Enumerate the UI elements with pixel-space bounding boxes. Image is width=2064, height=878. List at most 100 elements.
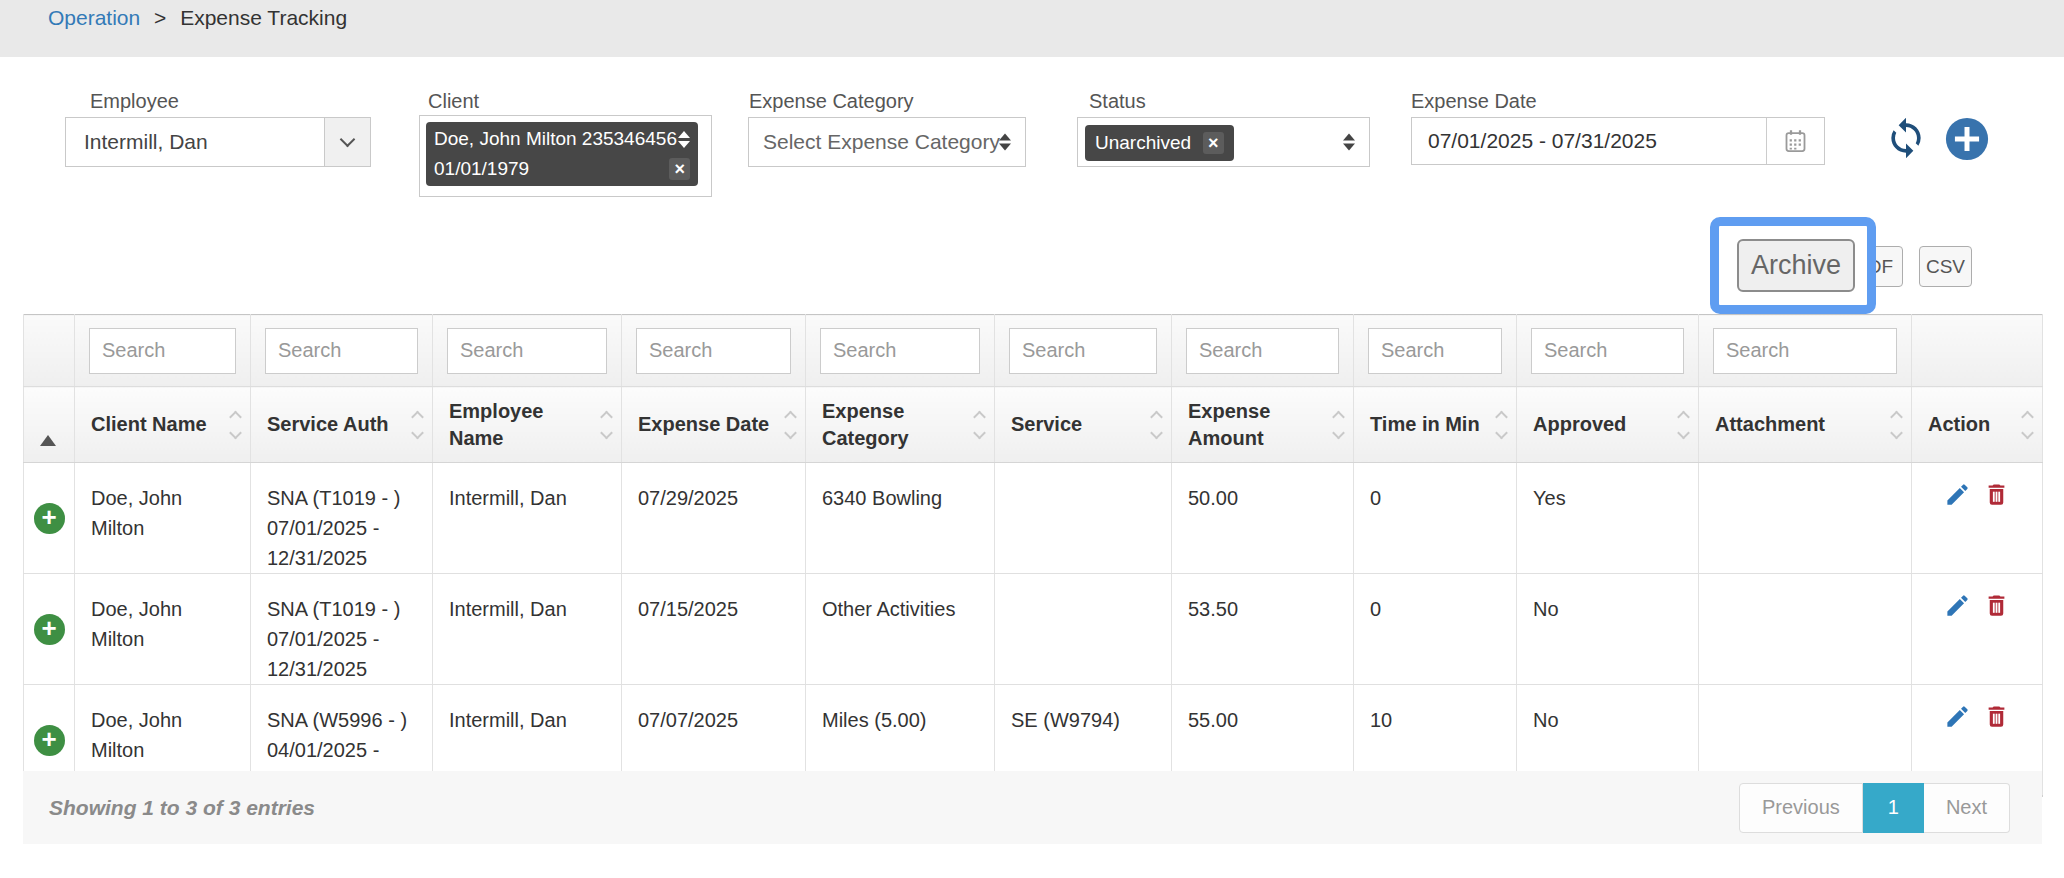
delete-button[interactable] [1983,592,2010,619]
search-input[interactable] [1009,328,1157,374]
sort-icon [1497,412,1506,437]
cell-expense-amount: 50.00 [1172,463,1354,574]
cell-service-auth: SNA (T1019 - ) 07/01/2025 - 12/31/2025 [251,463,433,574]
cell-client-name: Doe, John Milton [75,574,251,685]
cell-service [995,463,1172,574]
cell-service-auth: SNA (T1019 - ) 07/01/2025 - 12/31/2025 [251,574,433,685]
spinner-icon [1343,134,1355,151]
column-header[interactable]: Expense Category [806,387,995,463]
breadcrumb: Operation > Expense Tracking [48,6,347,30]
sort-ascending-icon [40,413,56,446]
cell-employee-name: Intermill, Dan [433,463,622,574]
entries-summary: Showing 1 to 3 of 3 entries [49,796,315,820]
calendar-icon [1782,128,1809,155]
delete-button[interactable] [1983,703,2010,730]
status-selected-tag: Unarchived × [1085,125,1234,161]
archive-button[interactable]: Archive [1737,239,1855,292]
remove-icon[interactable]: × [1203,132,1224,154]
search-input[interactable] [820,328,980,374]
breadcrumb-current: Expense Tracking [180,6,347,29]
search-input[interactable] [1368,328,1502,374]
sort-icon [602,412,611,437]
search-input[interactable] [89,328,236,374]
cell-approved: No [1517,574,1699,685]
column-header[interactable]: Employee Name [433,387,622,463]
calendar-addon[interactable] [1766,118,1824,164]
cell-expense-category: Other Activities [806,574,995,685]
cell-expense-category: 6340 Bowling [806,463,995,574]
column-header[interactable]: Service Auth [251,387,433,463]
employee-label: Employee [90,90,179,113]
cell-employee-name: Intermill, Dan [433,574,622,685]
sort-icon [1679,412,1688,437]
chevron-down-icon [340,132,356,148]
pagination: Previous 1 Next [1739,783,2010,833]
expense-category-select[interactable]: Select Expense Category [748,117,1026,167]
status-tag-text: Unarchived [1095,132,1191,154]
cell-expense-date: 07/29/2025 [622,463,806,574]
employee-select-addon[interactable] [324,118,370,166]
search-input[interactable] [1713,328,1897,374]
delete-button[interactable] [1983,481,2010,508]
pagination-previous[interactable]: Previous [1739,783,1863,833]
plus-circle-icon [1944,116,1990,162]
column-header[interactable]: Client Name [75,387,251,463]
sort-icon [2023,412,2032,437]
edit-button[interactable] [1944,481,1971,508]
search-input[interactable] [447,328,607,374]
table-footer: Showing 1 to 3 of 3 entries Previous 1 N… [23,771,2042,844]
column-header[interactable]: Service [995,387,1172,463]
table-row: + Doe, John Milton SNA (T1019 - ) 07/01/… [24,574,2043,685]
client-tag-line2: 01/01/1979 [434,158,529,180]
sort-icon [1334,412,1343,437]
spinner-icon [999,134,1011,151]
cell-approved: Yes [1517,463,1699,574]
cell-action [1912,574,2043,685]
column-header[interactable]: Expense Date [622,387,806,463]
client-multiselect[interactable]: Doe, John Milton 235346456 01/01/1979 × [419,115,712,197]
cell-client-name: Doe, John Milton [75,463,251,574]
cell-expense-date: 07/15/2025 [622,574,806,685]
breadcrumb-link-operation[interactable]: Operation [48,6,140,29]
expand-row-button[interactable]: + [34,725,65,756]
expense-category-label: Expense Category [749,90,914,113]
column-header[interactable]: Approved [1517,387,1699,463]
search-input[interactable] [265,328,418,374]
expense-date-input[interactable]: 07/01/2025 - 07/31/2025 [1411,117,1825,165]
column-header[interactable]: Expense Amount [1172,387,1354,463]
employee-select-value: Intermill, Dan [84,118,208,166]
cell-time-in-min: 0 [1354,463,1517,574]
client-label: Client [428,90,479,113]
edit-button[interactable] [1944,703,1971,730]
remove-icon[interactable]: × [669,158,690,180]
sort-icon [413,412,422,437]
sort-icon [1892,412,1901,437]
expense-date-label: Expense Date [1411,90,1537,113]
column-header-expander[interactable] [24,387,75,463]
expand-row-button[interactable]: + [34,503,65,534]
status-multiselect[interactable]: Unarchived × [1077,117,1370,167]
pagination-page-1[interactable]: 1 [1863,783,1924,833]
search-row [24,315,2043,387]
column-header[interactable]: Action [1912,387,2043,463]
refresh-button[interactable] [1884,116,1928,164]
expand-row-button[interactable]: + [34,614,65,645]
sort-icon [786,412,795,437]
search-input[interactable] [1531,328,1684,374]
expense-table: Client Name Service Auth Employee Name E… [23,314,2043,797]
cell-attachment [1699,574,1912,685]
refresh-icon [1884,116,1928,160]
search-input[interactable] [1186,328,1339,374]
employee-select[interactable]: Intermill, Dan [65,117,371,167]
column-header[interactable]: Attachment [1699,387,1912,463]
expense-tracking-page: Operation > Expense Tracking Employee In… [0,0,2064,878]
cell-action [1912,463,2043,574]
edit-button[interactable] [1944,592,1971,619]
column-header[interactable]: Time in Min [1354,387,1517,463]
pagination-next[interactable]: Next [1924,783,2010,833]
csv-button[interactable]: CSV [1919,246,1972,287]
sort-icon [1152,412,1161,437]
table-header-row: Client Name Service Auth Employee Name E… [24,387,2043,463]
search-input[interactable] [636,328,791,374]
add-expense-button[interactable] [1944,116,1990,166]
